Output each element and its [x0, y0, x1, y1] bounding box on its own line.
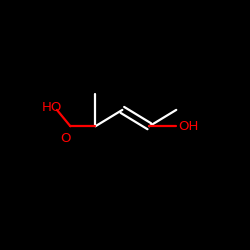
- Text: O: O: [60, 132, 71, 145]
- Text: OH: OH: [178, 120, 199, 133]
- Text: HO: HO: [42, 102, 62, 114]
